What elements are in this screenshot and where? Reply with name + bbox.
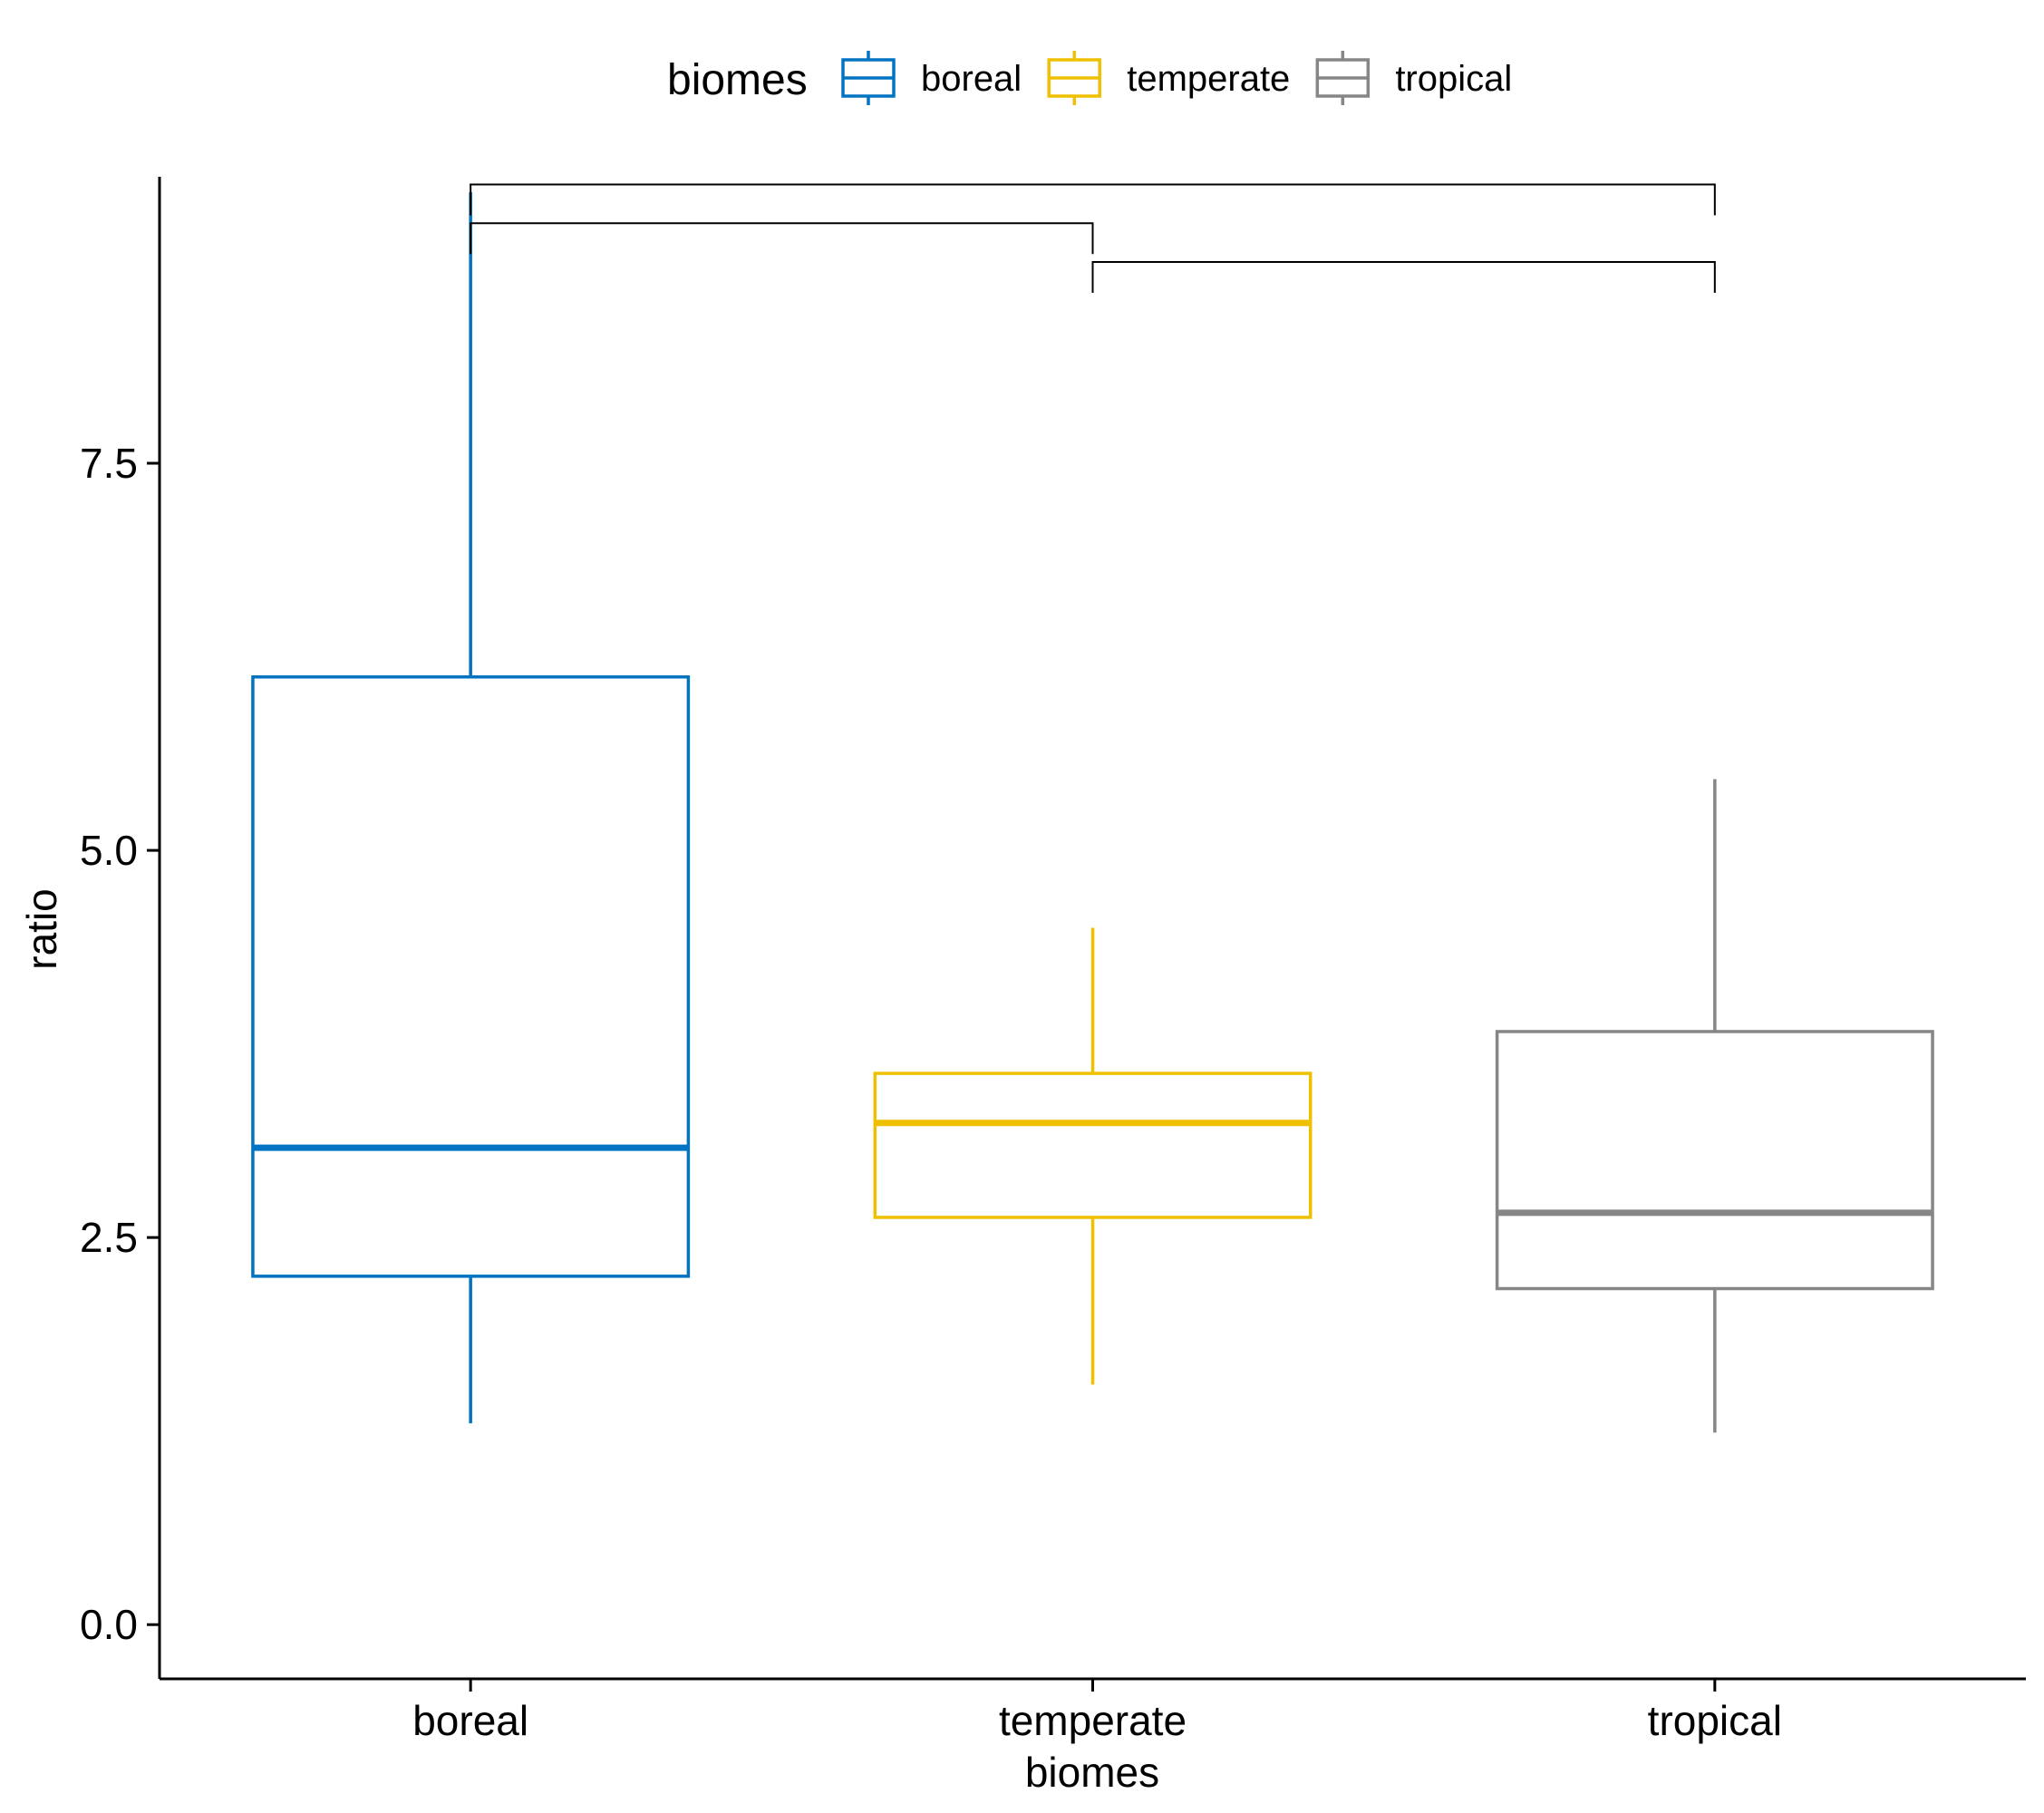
comparison-brackets [470,183,1716,293]
axes: 0.0 2.5 5.0 7.5 boreal temperate tropical [80,177,2026,1744]
legend-title: biomes [667,56,808,104]
y-axis-title: ratio [18,888,65,969]
y-tick-label: 5.0 [80,827,138,874]
legend: biomes boreal temperate tropical [667,51,1512,105]
bracket-boreal-tropical [470,183,1716,216]
x-axis-title: biomes [1025,1749,1159,1796]
box-body [873,1071,1313,1219]
box-temperate [873,927,1313,1385]
legend-item-boreal: boreal [841,51,1022,105]
legend-label: tropical [1395,59,1512,99]
box-body [251,675,691,1278]
x-tick-label: temperate [999,1697,1187,1744]
legend-item-tropical: tropical [1315,51,1512,105]
legend-item-temperate: temperate [1047,51,1290,105]
x-tick-label: tropical [1648,1697,1782,1744]
y-tick-label: 2.5 [80,1214,138,1261]
box-boreal [251,192,691,1424]
bracket-line [470,222,1094,255]
bracket-boreal-temperate [470,222,1094,255]
bracket-temperate-tropical [1091,260,1716,293]
y-tick-label: 7.5 [80,440,138,487]
box-tropical [1495,779,1934,1433]
x-tick-label: boreal [412,1697,528,1744]
bracket-line [1091,260,1716,293]
legend-label: boreal [921,59,1022,99]
legend-label: temperate [1127,59,1290,99]
y-tick-label: 0.0 [80,1601,138,1648]
box-body [1495,1030,1934,1291]
plot-marks [251,192,1934,1433]
bracket-line [470,183,1716,216]
